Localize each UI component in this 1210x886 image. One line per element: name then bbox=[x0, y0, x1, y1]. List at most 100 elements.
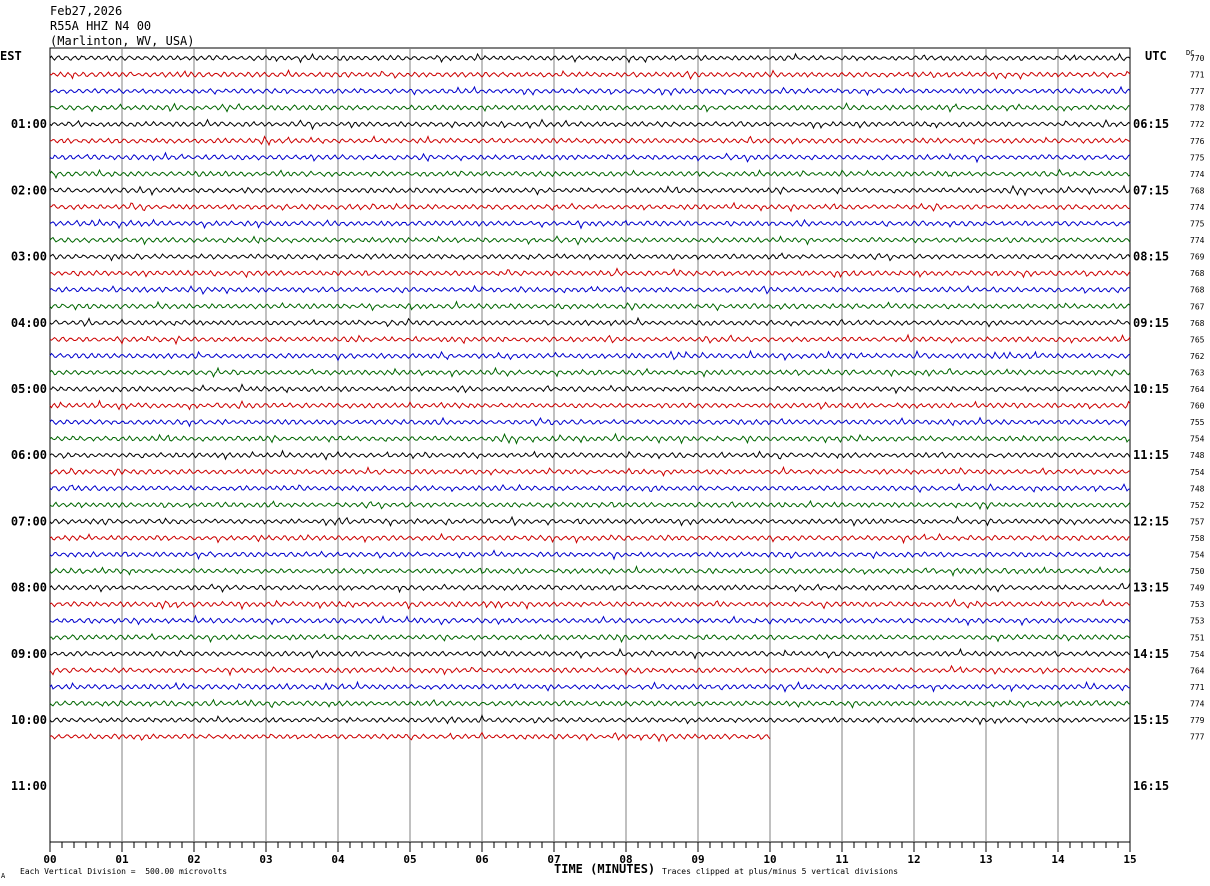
scale-note: Each Vertical Division = 500.00 microvol… bbox=[20, 867, 228, 876]
dc-offset-header: DC bbox=[1186, 49, 1195, 57]
seismic-trace bbox=[49, 532, 1131, 545]
right-hour-label: 06:15 bbox=[1133, 117, 1169, 131]
station-code: R55A HHZ N4 00 bbox=[50, 19, 152, 33]
dc-offset-value: 772 bbox=[1190, 120, 1205, 129]
dc-offset-value: 754 bbox=[1190, 468, 1205, 477]
plot-date: Feb27,2026 bbox=[50, 4, 123, 18]
dc-offset-value: 768 bbox=[1190, 186, 1205, 195]
left-hour-label: 09:00 bbox=[11, 647, 47, 661]
seismic-trace bbox=[49, 465, 1131, 477]
dc-offset-value: 777 bbox=[1190, 733, 1205, 742]
seismic-trace bbox=[49, 333, 1131, 346]
x-tick-label: 07 bbox=[547, 853, 560, 866]
seismic-trace bbox=[49, 680, 1131, 693]
seismic-trace bbox=[49, 151, 1131, 164]
corner-mark: A bbox=[1, 872, 6, 880]
x-tick-label: 03 bbox=[259, 853, 272, 866]
right-hour-label: 11:15 bbox=[1133, 448, 1169, 462]
seismic-trace bbox=[49, 68, 1131, 81]
dc-offset-value: 771 bbox=[1190, 683, 1205, 692]
seismic-trace bbox=[49, 647, 1131, 660]
seismic-trace bbox=[49, 698, 1131, 709]
dc-offset-value: 777 bbox=[1190, 87, 1205, 96]
dc-offset-value: 771 bbox=[1190, 71, 1205, 80]
x-tick-label: 10 bbox=[763, 853, 776, 866]
right-hour-label: 08:15 bbox=[1133, 250, 1169, 264]
seismic-trace bbox=[49, 432, 1131, 445]
dc-offset-value: 760 bbox=[1190, 402, 1205, 411]
right-hour-label: 10:15 bbox=[1133, 382, 1169, 396]
right-hour-label: 13:15 bbox=[1133, 581, 1169, 595]
dc-offset-value: 774 bbox=[1190, 236, 1205, 245]
seismic-trace bbox=[49, 499, 1131, 511]
dc-offset-value: 748 bbox=[1190, 451, 1205, 460]
dc-offset-value: 754 bbox=[1190, 435, 1205, 444]
x-tick-label: 09 bbox=[691, 853, 704, 866]
seismic-trace bbox=[49, 85, 1131, 97]
seismic-trace bbox=[49, 582, 1131, 594]
right-hour-label: 07:15 bbox=[1133, 183, 1169, 197]
seismic-trace bbox=[49, 416, 1131, 428]
dc-offset-value: 769 bbox=[1190, 253, 1205, 262]
dc-offset-value: 767 bbox=[1190, 302, 1205, 311]
seismic-trace bbox=[49, 102, 1131, 113]
x-tick-label: 01 bbox=[115, 853, 129, 866]
dc-offset-value: 764 bbox=[1190, 666, 1205, 675]
dc-offset-value: 779 bbox=[1190, 716, 1205, 725]
x-tick-label: 08 bbox=[619, 853, 632, 866]
seismic-trace bbox=[49, 549, 1131, 561]
dc-offset-value: 762 bbox=[1190, 352, 1205, 361]
seismic-trace bbox=[49, 564, 1131, 578]
dc-offset-value: 755 bbox=[1190, 418, 1205, 427]
seismic-trace bbox=[49, 316, 1131, 328]
left-hour-label: 07:00 bbox=[11, 514, 47, 528]
dc-offset-value: 770 bbox=[1190, 54, 1205, 63]
clip-note: Traces clipped at plus/minus 5 vertical … bbox=[662, 867, 899, 876]
dc-offset-value: 778 bbox=[1190, 104, 1205, 113]
dc-offset-value: 754 bbox=[1190, 650, 1205, 659]
dc-offset-value: 775 bbox=[1190, 153, 1205, 162]
seismic-trace bbox=[49, 731, 771, 743]
seismic-trace bbox=[49, 118, 1131, 131]
seismic-trace bbox=[49, 632, 1131, 644]
dc-offset-value: 748 bbox=[1190, 484, 1205, 493]
right-hour-label: 09:15 bbox=[1133, 316, 1169, 330]
left-hour-label: 01:00 bbox=[11, 117, 47, 131]
left-hour-label: 04:00 bbox=[11, 316, 47, 330]
right-hour-label: 12:15 bbox=[1133, 514, 1169, 528]
right-hour-label: 14:15 bbox=[1133, 647, 1169, 661]
x-axis-label: TIME (MINUTES) bbox=[554, 862, 656, 876]
left-timezone-label: EST bbox=[0, 49, 22, 63]
station-location: (Marlinton, WV, USA) bbox=[50, 34, 195, 48]
seismic-trace bbox=[49, 515, 1131, 528]
seismic-trace bbox=[50, 135, 1131, 147]
dc-offset-value: 754 bbox=[1190, 551, 1205, 560]
seismic-trace bbox=[49, 713, 1131, 726]
right-timezone-label: UTC bbox=[1145, 49, 1167, 63]
left-hour-label: 08:00 bbox=[11, 581, 47, 595]
seismic-trace bbox=[49, 235, 1131, 246]
seismic-trace bbox=[49, 366, 1131, 378]
dc-offset-value: 763 bbox=[1190, 368, 1205, 377]
seismic-trace bbox=[49, 201, 1131, 213]
x-tick-label: 14 bbox=[1051, 853, 1065, 866]
seismic-trace bbox=[49, 252, 1131, 262]
seismic-trace bbox=[49, 598, 1131, 611]
x-tick-label: 15 bbox=[1123, 853, 1136, 866]
x-tick-label: 05 bbox=[403, 853, 416, 866]
seismic-trace bbox=[49, 664, 1131, 677]
x-tick-label: 02 bbox=[187, 853, 200, 866]
plot-frame bbox=[49, 47, 1131, 843]
left-hour-label: 06:00 bbox=[11, 448, 47, 462]
seismic-trace bbox=[49, 184, 1131, 197]
dc-offset-value: 753 bbox=[1190, 617, 1205, 626]
dc-offset-value: 764 bbox=[1190, 385, 1205, 394]
dc-offset-value: 768 bbox=[1190, 286, 1205, 295]
dc-offset-value: 774 bbox=[1190, 170, 1205, 179]
x-tick-label: 12 bbox=[907, 853, 920, 866]
x-tick-label: 00 bbox=[43, 853, 56, 866]
seismic-trace bbox=[49, 349, 1131, 362]
seismic-trace bbox=[49, 168, 1131, 180]
seismic-trace bbox=[49, 483, 1131, 494]
